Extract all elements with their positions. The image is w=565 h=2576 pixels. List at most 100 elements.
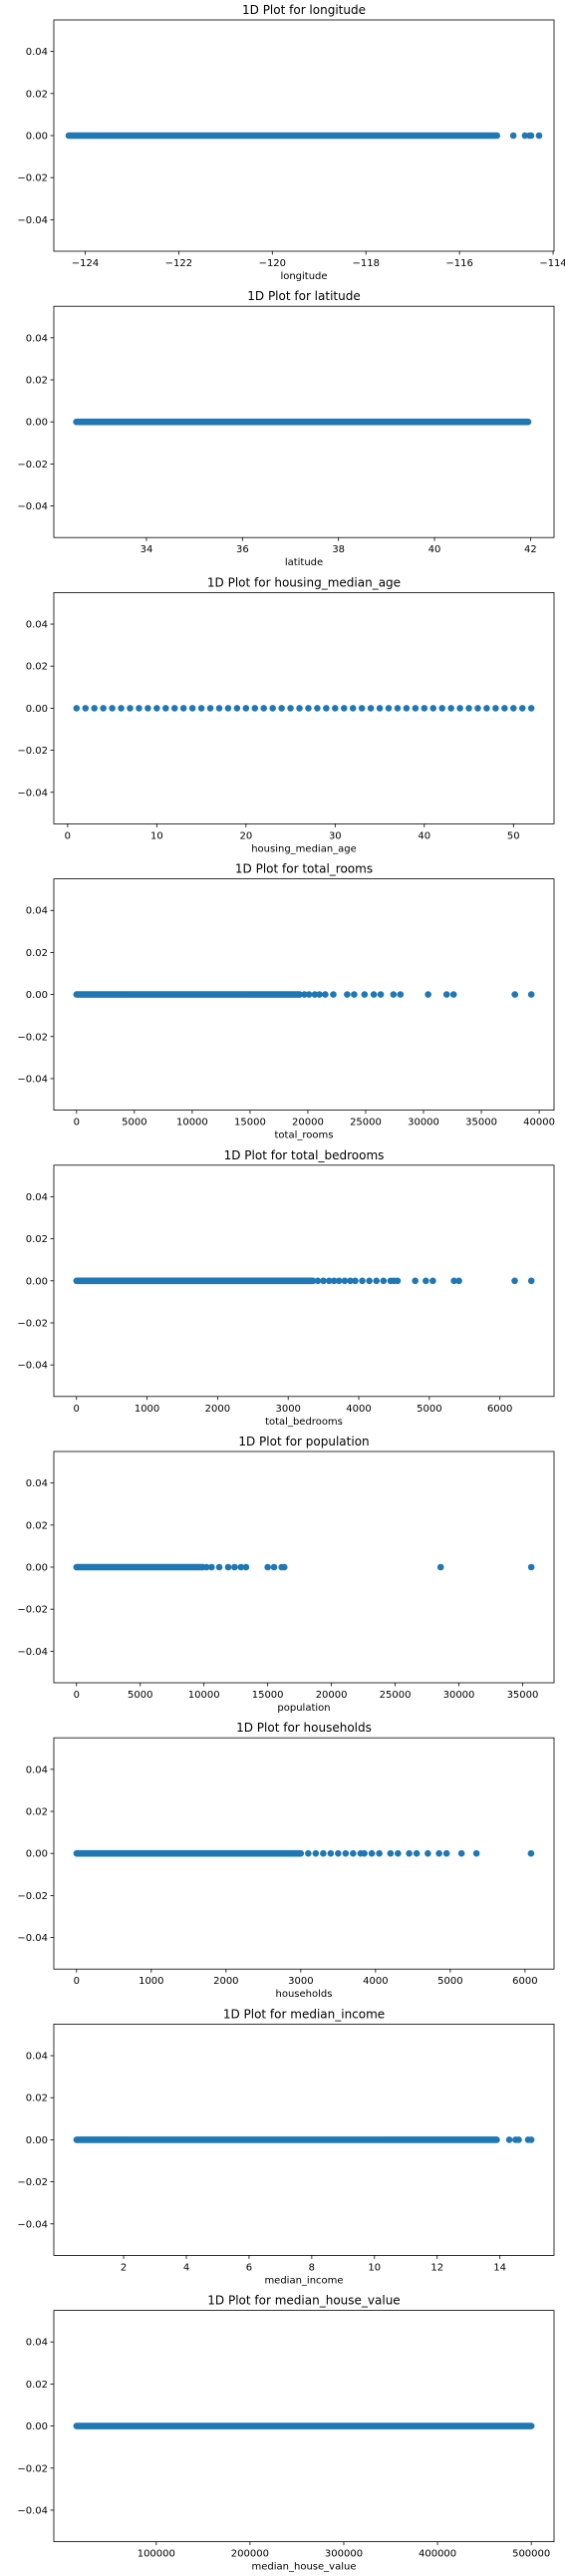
data-point [352, 1277, 359, 1285]
x-tick-label: 40000 [523, 1118, 555, 1128]
y-tick-label: 0.00 [26, 2421, 48, 2432]
x-tick-label: 1000 [139, 1976, 163, 1987]
data-point [376, 1849, 383, 1857]
x-tick-label: −120 [259, 258, 286, 269]
chart-panel: 1D Plot for median_income 0.04 0.02 0.00 −0.… [17, 2007, 555, 2286]
x-tick-label: −124 [72, 258, 99, 269]
chart-title: 1D Plot for longitude [242, 3, 366, 17]
x-tick-label: 1000 [135, 1404, 159, 1415]
data-point [349, 705, 357, 712]
x-tick-label: 6000 [487, 1404, 512, 1415]
data-point [527, 1277, 535, 1285]
data-point [359, 1277, 366, 1285]
data-point [535, 132, 543, 140]
x-tick-label: 42 [524, 544, 537, 555]
x-axis-label: latitude [285, 557, 323, 568]
x-tick-label: 0 [74, 1118, 80, 1128]
x-tick-label: 5000 [417, 1404, 441, 1415]
chart-panel: 1D Plot for median_house_value 0.04 0.02 0.… [17, 2294, 555, 2573]
data-point [314, 705, 321, 712]
data-point-cluster [73, 1277, 317, 1285]
y-tick-label: −0.04 [17, 1933, 48, 1944]
x-tick-label: 35000 [465, 1118, 497, 1128]
x-tick-label: 10 [368, 2262, 381, 2273]
x-tick-label: 200000 [231, 2549, 269, 2560]
y-tick-label: −0.02 [17, 1891, 48, 1902]
data-point [224, 705, 232, 712]
y-tick-label: 0.04 [26, 1765, 48, 1775]
x-tick-label: 38 [332, 544, 345, 555]
y-tick-label: −0.02 [17, 2177, 48, 2188]
data-point [361, 1849, 368, 1857]
x-tick-label: −114 [539, 258, 565, 269]
chart-title: 1D Plot for latitude [247, 289, 360, 303]
x-tick-label: −118 [352, 258, 379, 269]
x-tick-label: 25000 [380, 1690, 412, 1701]
data-point [242, 1563, 250, 1571]
data-point [449, 991, 457, 998]
data-point [316, 991, 323, 998]
data-point [447, 705, 454, 712]
x-tick-label: 30000 [443, 1690, 475, 1701]
data-point [483, 705, 490, 712]
data-point [435, 1849, 442, 1857]
x-tick-label: 40 [428, 544, 441, 555]
y-tick-label: 0.04 [26, 333, 48, 344]
data-point [501, 705, 508, 712]
data-point [387, 1849, 395, 1857]
data-point [127, 705, 134, 712]
x-tick-label: −122 [165, 258, 192, 269]
data-point [429, 1277, 436, 1285]
data-point-cluster [73, 418, 532, 426]
data-point [527, 2136, 535, 2143]
data-point [330, 1277, 338, 1285]
data-point [73, 705, 81, 712]
data-point [320, 1849, 327, 1857]
data-point [312, 1849, 320, 1857]
data-point [394, 1277, 402, 1285]
data-point [91, 705, 99, 712]
x-tick-label: 2 [121, 2262, 127, 2273]
chart-panel: 1D Plot for housing_median_age 0.04 0.02 0.… [17, 575, 555, 854]
x-tick-label: 0 [74, 1690, 80, 1701]
data-point [527, 991, 535, 998]
data-point [442, 991, 450, 998]
x-tick-label: 500000 [512, 2549, 550, 2560]
y-tick-label: 0.00 [26, 132, 48, 143]
data-point [527, 1849, 535, 1857]
y-tick-label: −0.04 [17, 1647, 48, 1658]
y-tick-label: −0.02 [17, 1605, 48, 1616]
y-tick-label: 0.02 [26, 2093, 48, 2104]
data-point [515, 2136, 522, 2143]
y-tick-label: 0.00 [26, 418, 48, 429]
y-tick-label: 0.04 [26, 620, 48, 631]
y-tick-label: 0.02 [26, 1520, 48, 1531]
x-axis-label: median_income [264, 2275, 343, 2286]
data-point [82, 705, 90, 712]
x-tick-label: 5000 [122, 1118, 146, 1128]
data-point [314, 1277, 322, 1285]
data-point [367, 705, 375, 712]
data-point [424, 1849, 431, 1857]
data-point [429, 705, 437, 712]
y-tick-label: 0.00 [26, 704, 48, 715]
data-point [144, 705, 151, 712]
data-point [368, 1849, 376, 1857]
y-tick-label: −0.02 [17, 746, 48, 757]
data-point [412, 705, 420, 712]
x-axis-label: longitude [280, 271, 327, 282]
data-point-cluster [73, 2136, 500, 2143]
data-point [332, 705, 339, 712]
y-tick-label: 0.02 [26, 376, 48, 387]
data-point [305, 991, 313, 998]
y-tick-label: 0.02 [26, 948, 48, 959]
x-tick-label: 100000 [138, 2549, 175, 2560]
data-point [206, 705, 214, 712]
y-tick-label: −0.04 [17, 1361, 48, 1372]
x-tick-label: 5000 [128, 1690, 152, 1701]
data-point [335, 1277, 343, 1285]
x-tick-label: 20 [239, 830, 252, 841]
data-point [373, 1277, 381, 1285]
data-point [202, 1563, 210, 1571]
